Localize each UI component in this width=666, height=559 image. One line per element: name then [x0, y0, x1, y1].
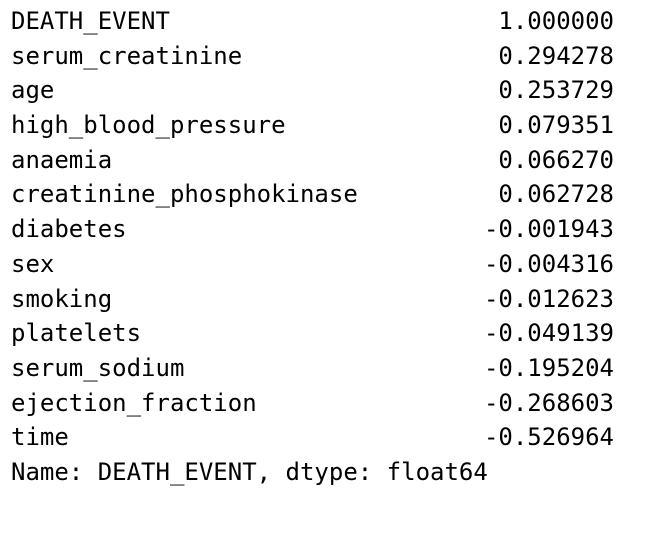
row-label: sex — [11, 249, 55, 278]
series-footer: Name: DEATH_EVENT, dtype: float64 — [11, 457, 488, 486]
row-label: serum_sodium — [11, 353, 185, 382]
row-value: 0.066270 — [498, 145, 614, 174]
row-label: time — [11, 423, 69, 452]
series-output: DEATH_EVENT 1.000000 serum_creatinine 0.… — [0, 4, 666, 486]
series-row: diabetes -0.001943 — [0, 212, 666, 247]
series-row: anaemia 0.066270 — [0, 143, 666, 178]
row-label: ejection_fraction — [11, 388, 257, 417]
row-value: 1.000000 — [498, 7, 614, 35]
row-label: serum_creatinine — [11, 41, 243, 70]
series-row: sex -0.004316 — [0, 247, 666, 282]
row-label: age — [11, 76, 55, 105]
series-row: age 0.253729 — [0, 73, 666, 108]
series-row: platelets -0.049139 — [0, 316, 666, 351]
series-row: serum_sodium -0.195204 — [0, 351, 666, 386]
row-value: -0.012623 — [483, 284, 614, 313]
row-value: 0.294278 — [498, 41, 614, 70]
row-label: anaemia — [11, 145, 113, 174]
series-row: creatinine_phosphokinase 0.062728 — [0, 177, 666, 212]
series-row: serum_creatinine 0.294278 — [0, 39, 666, 74]
row-value: -0.001943 — [483, 215, 614, 244]
row-label: platelets — [11, 319, 142, 348]
row-value: 0.079351 — [498, 111, 614, 140]
series-row: DEATH_EVENT 1.000000 — [0, 4, 666, 39]
row-value: -0.268603 — [483, 388, 614, 417]
row-value: -0.004316 — [483, 249, 614, 278]
row-label: high_blood_pressure — [11, 111, 286, 140]
row-value: 0.062728 — [498, 180, 614, 209]
row-label: diabetes — [11, 215, 127, 244]
row-label: DEATH_EVENT — [11, 7, 170, 35]
series-row: time -0.526964 — [0, 420, 666, 455]
row-label: creatinine_phosphokinase — [11, 180, 358, 209]
row-value: 0.253729 — [498, 76, 614, 105]
row-value: -0.049139 — [483, 319, 614, 348]
row-value: -0.195204 — [483, 353, 614, 382]
row-label: smoking — [11, 284, 113, 313]
row-value: -0.526964 — [483, 423, 614, 452]
series-row: smoking -0.012623 — [0, 282, 666, 317]
series-row: high_blood_pressure 0.079351 — [0, 108, 666, 143]
series-row: ejection_fraction -0.268603 — [0, 386, 666, 421]
